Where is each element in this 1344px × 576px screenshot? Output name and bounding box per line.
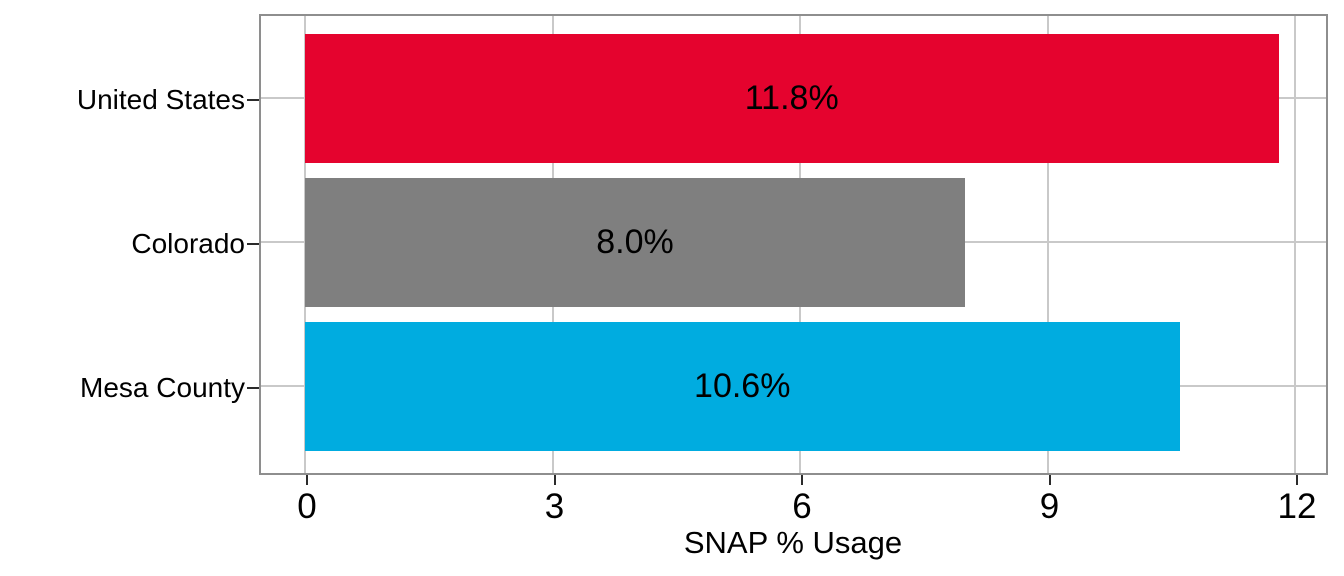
y-axis-label: Colorado (131, 228, 245, 259)
x-tick (1048, 475, 1051, 485)
y-tick (247, 243, 259, 245)
x-tick-label: 3 (544, 487, 565, 526)
x-tick-label: 6 (792, 487, 812, 526)
y-tick (247, 387, 259, 389)
bar-mesa-county: 10.6% (305, 321, 1180, 451)
bar-united-states: 11.8% (305, 33, 1279, 163)
bar-value-label: 11.8% (744, 78, 839, 117)
x-tick-label: 9 (1039, 487, 1060, 526)
x-tick (306, 475, 308, 485)
x-tick-label: 12 (1277, 487, 1317, 526)
bar-colorado: 8.0% (305, 177, 965, 307)
y-axis-label: United States (76, 84, 245, 115)
x-tick (801, 475, 803, 485)
y-axis-label: Mesa County (80, 372, 245, 403)
x-axis-title: SNAP % Usage (683, 525, 903, 560)
x-tick (1296, 475, 1298, 485)
grid-line-x (1046, 14, 1049, 475)
x-tick-label: 0 (297, 487, 317, 526)
x-tick (553, 475, 556, 485)
bar-value-label: 10.6% (694, 366, 791, 405)
plot-panel: 11.8% 8.0% 10.6% (259, 14, 1328, 475)
grid-line-x (1294, 14, 1296, 475)
y-tick (247, 99, 259, 101)
bar-value-label: 8.0% (596, 222, 674, 261)
